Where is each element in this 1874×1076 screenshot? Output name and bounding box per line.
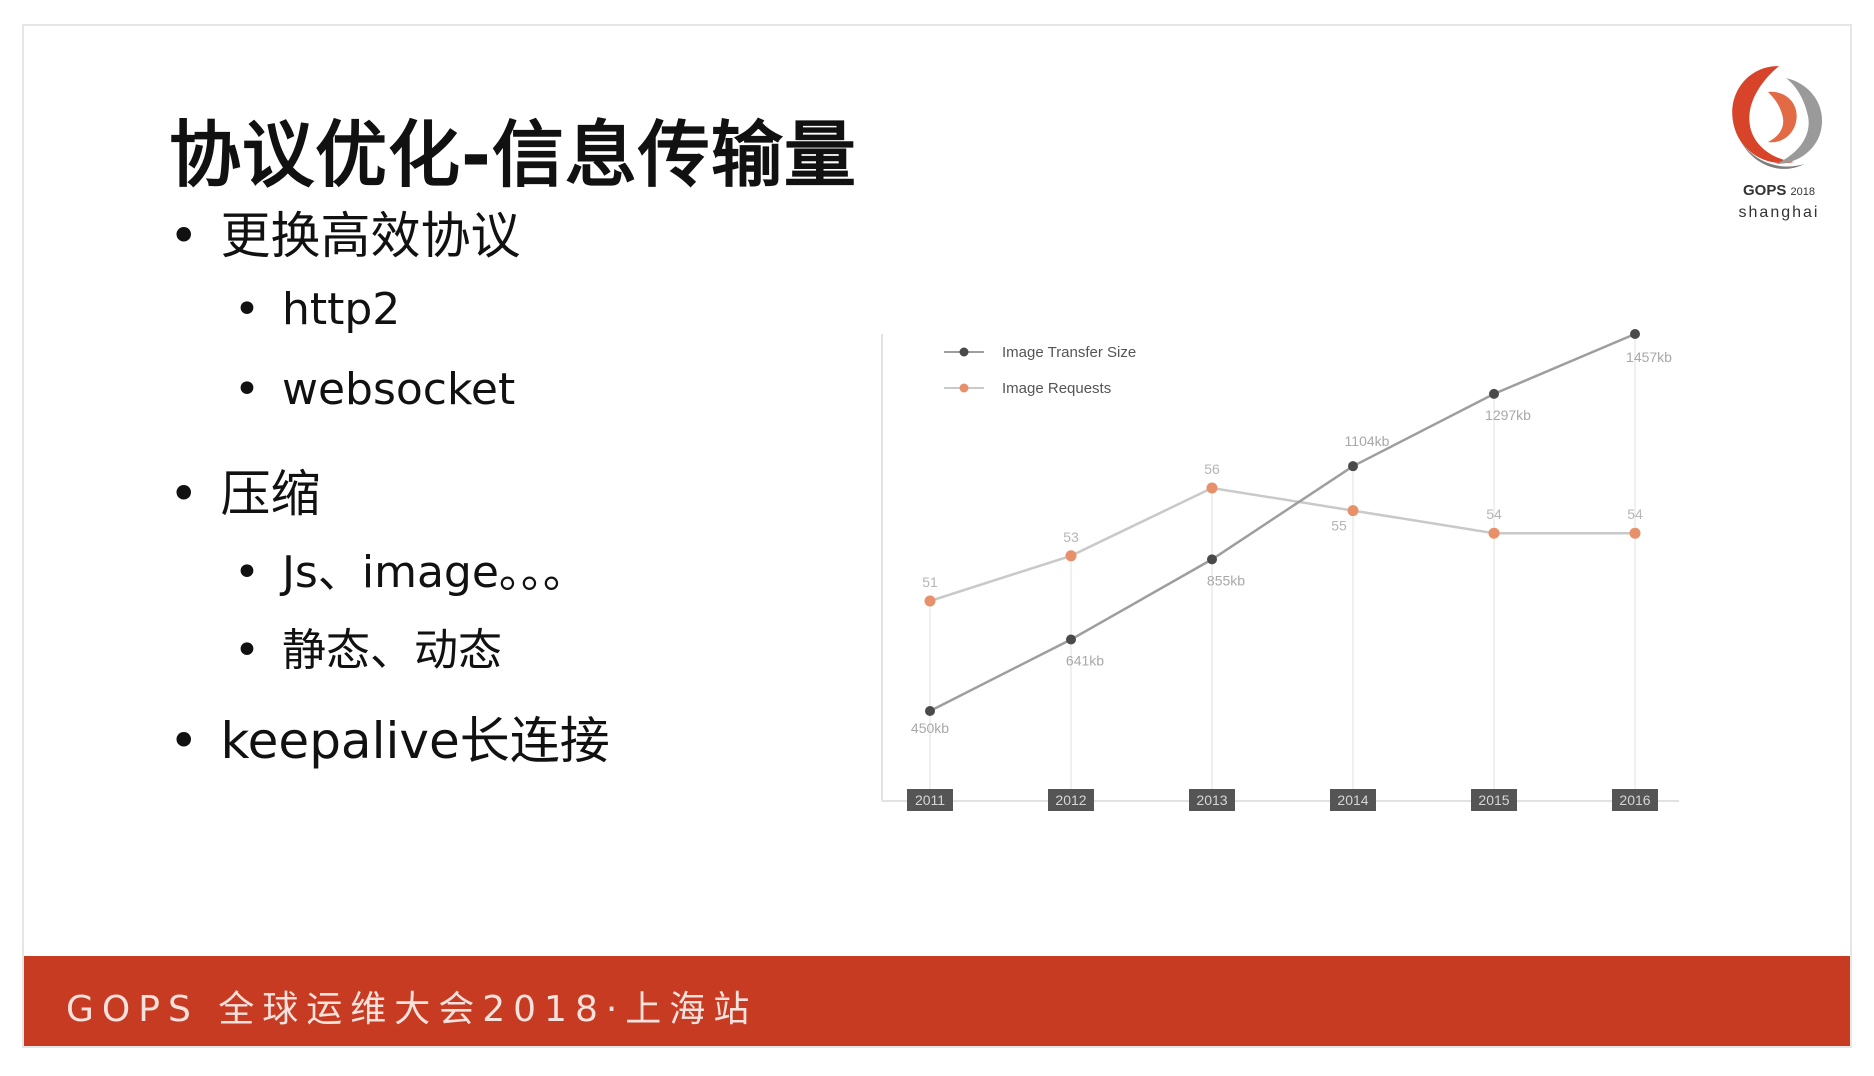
x-tick-bg	[1048, 789, 1094, 811]
x-tick-label: 2012	[1055, 792, 1086, 808]
x-tick-bg	[1612, 789, 1658, 811]
data-point-transfer	[1207, 554, 1217, 565]
x-tick-bg	[1189, 789, 1235, 811]
legend-marker-transfer	[959, 347, 969, 357]
line-chart: 450kb 641kb 855kb 1104kb 1297kb 1457kb 51 53 56 5…	[864, 316, 1694, 836]
bullet-dot-icon: •	[234, 364, 260, 415]
line-chart-svg: 450kb 641kb 855kb 1104kb 1297kb 1457kb 51 53 56 5…	[881, 329, 1679, 811]
data-label-requests: 54	[1486, 506, 1502, 522]
data-point-transfer	[1066, 634, 1076, 645]
data-point-transfer	[925, 706, 935, 716]
data-point-transfer	[1489, 388, 1499, 399]
legend-label-transfer: Image Transfer Size	[1002, 344, 1136, 361]
series-line-requests	[929, 486, 1635, 603]
data-point-requests	[1065, 550, 1077, 562]
x-tick-bg	[1471, 789, 1517, 811]
data-label-requests: 54	[1627, 506, 1643, 522]
x-tick-label: 2011	[915, 792, 945, 808]
bullet-dot-icon: •	[169, 465, 199, 523]
x-tick-label: 2014	[1337, 792, 1368, 808]
data-label-transfer: 1104kb	[1345, 433, 1390, 449]
data-label-requests: 56	[1204, 461, 1220, 477]
bullet-text: 更换高效协议	[220, 207, 521, 265]
data-label-requests: 53	[1063, 529, 1079, 545]
x-tick-bg	[1330, 789, 1376, 811]
slide-title: 协议优化-信息传输量	[169, 113, 857, 197]
bullet-dot-icon: •	[234, 547, 260, 598]
bullet-item: • keepalive长连接	[169, 701, 610, 773]
bullet-text: keepalive长连接	[220, 712, 610, 770]
data-point-requests	[1488, 527, 1500, 539]
x-tick-label: 2015	[1478, 792, 1509, 808]
data-label-transfer: 641kb	[1066, 652, 1104, 668]
data-label-transfer: 1457kb	[1626, 349, 1672, 365]
data-point-requests	[1347, 505, 1359, 517]
data-label-requests: 51	[922, 574, 938, 590]
sub-bullet-item: • websocket	[234, 364, 515, 415]
sub-bullet-item: • 静态、动态	[234, 614, 502, 678]
data-label-requests: 55	[1331, 518, 1347, 534]
sub-bullet-item: • Js、image。。。	[234, 536, 587, 600]
bullet-item: • 压缩	[169, 454, 321, 526]
bullet-text: 静态、动态	[281, 625, 502, 676]
bullet-text: Js、image。。。	[281, 547, 587, 598]
sub-bullet-item: • http2	[234, 284, 400, 335]
bullet-dot-icon: •	[234, 625, 260, 676]
data-label-transfer: 1297kb	[1485, 407, 1531, 423]
footer-text: GOPS 全球运维大会2018·上海站	[66, 989, 758, 1030]
bullet-text: http2	[281, 284, 401, 335]
bullet-dot-icon: •	[234, 284, 260, 335]
data-label-transfer: 450kb	[911, 720, 949, 736]
x-tick-bg	[907, 789, 953, 811]
data-point-transfer	[1630, 329, 1640, 339]
x-tick-label: 2013	[1196, 792, 1227, 808]
data-point-transfer	[1348, 461, 1358, 472]
legend-label-requests: Image Requests	[1002, 380, 1111, 397]
footer-bar: GOPS 全球运维大会2018·上海站	[24, 956, 1850, 1046]
data-label-transfer: 855kb	[1207, 572, 1245, 588]
data-point-requests	[1629, 527, 1641, 539]
gops-logo: GOPS 2018 shanghai	[1716, 56, 1842, 226]
legend-marker-requests	[959, 383, 969, 393]
bullet-text: 压缩	[220, 465, 321, 523]
slide: 协议优化-信息传输量 GOPS 2018 shanghai • 更换高效协议 • h…	[22, 24, 1852, 1048]
data-point-requests	[924, 595, 936, 607]
bullet-text: websocket	[281, 364, 516, 415]
logo-year: 2018	[1790, 186, 1815, 198]
bullet-dot-icon: •	[169, 207, 199, 265]
gops-logo-icon	[1732, 66, 1823, 169]
x-tick-label: 2016	[1619, 792, 1650, 808]
bullet-dot-icon: •	[169, 712, 199, 770]
logo-brand: GOPS	[1742, 182, 1787, 199]
bullet-item: • 更换高效协议	[169, 196, 521, 268]
logo-city: shanghai	[1738, 204, 1820, 221]
series-line-transfer	[929, 332, 1636, 713]
data-point-requests	[1206, 482, 1218, 494]
